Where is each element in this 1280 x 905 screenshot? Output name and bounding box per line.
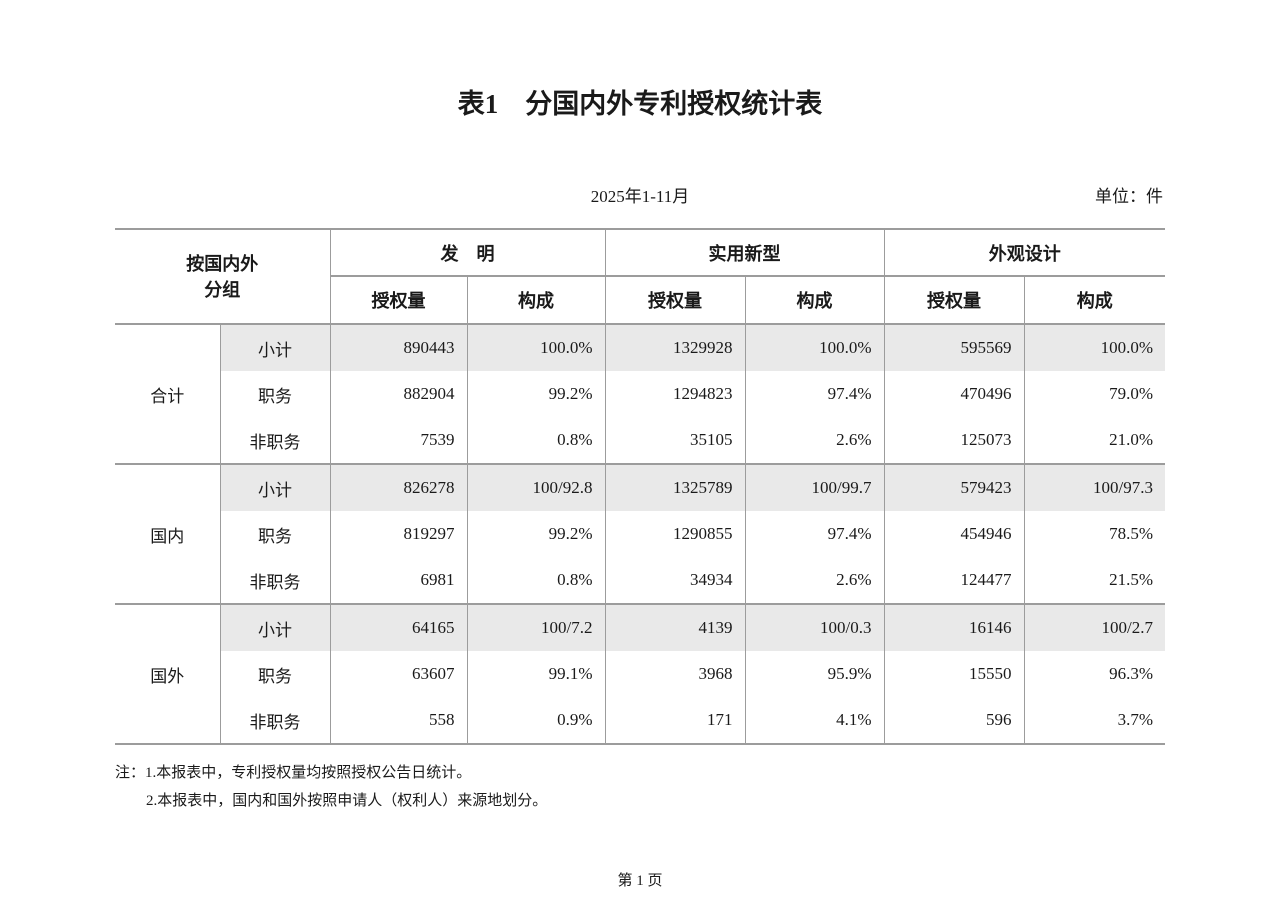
table-row: 职务 819297 99.2% 1290855 97.4% 454946 78.… [115,511,1165,557]
cell-value: 3968 [604,651,745,697]
subheader-grant-utility: 授权量 [604,276,745,325]
cell-value: 0.8% [466,417,605,464]
table-row: 国内 小计 826278 100/92.8 1325789 100/99.7 5… [115,463,1165,604]
cell-value: 99.1% [466,651,605,697]
cell-value: 3.7% [1023,697,1165,744]
cell-value: 99.2% [466,511,605,557]
header-row-subcolumns: 授权量 构成 授权量 构成 授权量 构成 [115,276,1165,325]
header-row-groups: 按国内外 分组 发 明 实用新型 外观设计 [115,229,1165,325]
cell-value: 63607 [329,651,467,697]
cell-value: 125073 [883,417,1024,464]
cell-value: 0.8% [466,557,605,604]
cell-value: 100/0.3 [744,603,884,651]
cell-value: 2.6% [744,557,884,604]
cell-value: 1329928 [604,324,745,371]
table-row: 非职务 6981 0.8% 34934 2.6% 124477 21.5% [115,557,1165,604]
column-group-invention: 发 明 [329,229,605,277]
cell-value: 35105 [604,417,745,464]
cell-value: 64165 [329,603,467,651]
table-row: 职务 882904 99.2% 1294823 97.4% 470496 79.… [115,371,1165,417]
cell-value: 99.2% [466,371,605,417]
table-row: 非职务 7539 0.8% 35105 2.6% 125073 21.0% [115,417,1165,464]
cell-value: 890443 [329,324,467,371]
row-label: 小计 [219,463,330,511]
cell-value: 100/99.7 [744,463,884,511]
table-row: 合计 小计 890443 100.0% 1329928 100.0% 59556… [115,324,1165,406]
row-label: 职务 [219,511,330,557]
cell-value: 97.4% [744,511,884,557]
subheader-composition-design: 构成 [1023,276,1165,325]
cell-value: 819297 [329,511,467,557]
row-label: 职务 [219,371,330,417]
footnote-1: 注：1.本报表中，专利授权量均按照授权公告日统计。 [115,765,472,781]
group-label-foreign: 国外 [115,603,220,744]
meta-row: 2025年1-11月 单位：件 [115,182,1165,206]
cell-value: 96.3% [1023,651,1165,697]
row-group-header-line2: 分组 [204,279,241,300]
cell-value: 1294823 [604,371,745,417]
row-group-header-line1: 按国内外 [186,253,259,274]
table-row: 非职务 558 0.9% 171 4.1% 596 3.7% [115,697,1165,744]
cell-value: 21.0% [1023,417,1165,464]
group-label-total: 合计 [150,386,185,406]
group-label-domestic: 国内 [115,463,220,604]
cell-value: 100.0% [1023,324,1165,371]
row-label: 非职务 [219,557,330,604]
row-label: 非职务 [219,697,330,744]
row-group-header: 按国内外 分组 [115,229,331,325]
patent-grant-table: 按国内外 分组 发 明 实用新型 外观设计 授权量 构成 授权量 构成 授权量 … [115,228,1165,745]
cell-value: 100.0% [744,324,884,371]
page-number: 第 1 页 [617,873,663,889]
cell-value: 882904 [329,371,467,417]
document-page: 表1 分国内外专利授权统计表 2025年1-11月 单位：件 按国内外 分组 发… [115,86,1165,890]
footnote-2: 2.本报表中，国内和国外按照申请人（权利人）来源地划分。 [146,793,548,809]
row-label: 小计 [219,603,330,651]
cell-value: 100/97.3 [1023,463,1165,511]
subheader-grant-invention: 授权量 [329,276,467,325]
cell-value: 16146 [883,603,1024,651]
cell-value: 826278 [329,463,467,511]
cell-value: 79.0% [1023,371,1165,417]
cell-value: 100/2.7 [1023,603,1165,651]
cell-value: 100/92.8 [466,463,605,511]
table-row: 国外 小计 64165 100/7.2 4139 100/0.3 16146 1… [115,603,1165,744]
column-group-utility-model: 实用新型 [604,229,884,277]
cell-value: 579423 [883,463,1024,511]
cell-value: 21.5% [1023,557,1165,604]
cell-value: 1290855 [604,511,745,557]
row-label: 非职务 [219,417,330,464]
subheader-composition-invention: 构成 [466,276,605,325]
cell-value: 34934 [604,557,745,604]
subheader-composition-utility: 构成 [744,276,884,325]
cell-value: 470496 [883,371,1024,417]
cell-value: 15550 [883,651,1024,697]
footnotes: 注：1.本报表中，专利授权量均按照授权公告日统计。 2.本报表中，国内和国外按照… [115,759,1165,815]
row-label: 小计 [219,324,330,371]
cell-value: 2.6% [744,417,884,464]
cell-value: 100.0% [466,324,605,371]
table-row: 职务 63607 99.1% 3968 95.9% 15550 96.3% [115,651,1165,697]
cell-value: 7539 [329,417,467,464]
cell-value: 6981 [329,557,467,604]
cell-value: 124477 [883,557,1024,604]
page-title: 表1 分国内外专利授权统计表 [457,89,823,119]
cell-value: 1325789 [604,463,745,511]
column-group-design: 外观设计 [883,229,1165,277]
unit-label: 单位：件 [1095,187,1163,206]
cell-value: 4139 [604,603,745,651]
cell-value: 454946 [883,511,1024,557]
subheader-grant-design: 授权量 [883,276,1024,325]
cell-value: 171 [604,697,745,744]
cell-value: 95.9% [744,651,884,697]
cell-value: 0.9% [466,697,605,744]
cell-value: 97.4% [744,371,884,417]
cell-value: 595569 [883,324,1024,371]
cell-value: 100/7.2 [466,603,605,651]
report-period: 2025年1-11月 [590,187,690,206]
cell-value: 596 [883,697,1024,744]
cell-value: 558 [329,697,467,744]
cell-value: 78.5% [1023,511,1165,557]
cell-value: 4.1% [744,697,884,744]
row-label: 职务 [219,651,330,697]
